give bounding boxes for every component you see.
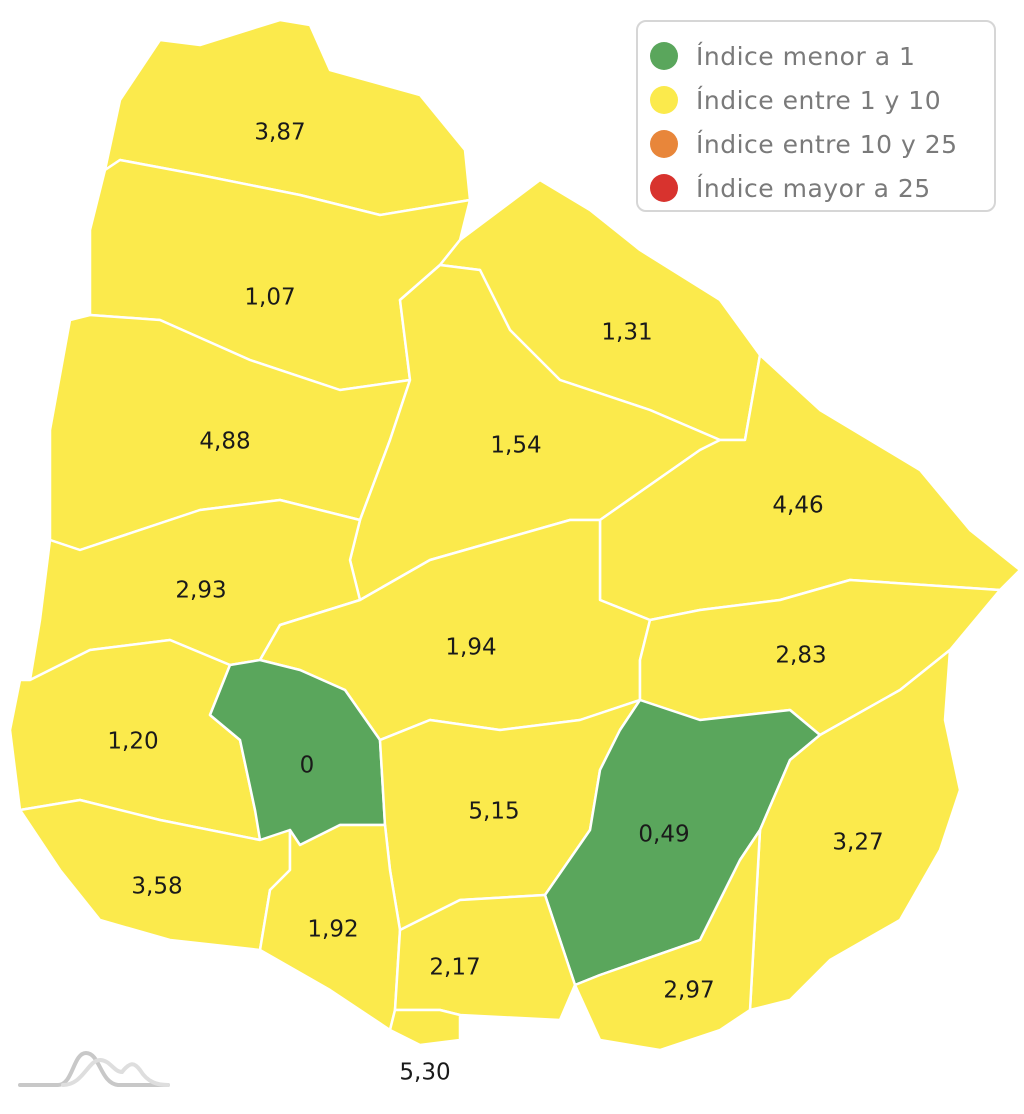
department-value-label: 4,46 [772,493,823,519]
legend-item-low: Índice menor a 1 [650,34,994,78]
legend-dot-icon [650,42,678,70]
department-region[interactable] [573,828,762,1052]
department-value-label: 3,27 [832,830,883,856]
legend-item-high: Índice entre 10 y 25 [650,122,994,166]
department-value-label: 5,15 [468,799,519,825]
legend-dot-icon [650,130,678,158]
legend-item-very-high: Índice mayor a 25 [650,166,994,210]
department-value-label: 2,93 [175,578,226,604]
legend-label: Índice entre 1 y 10 [696,85,942,115]
department-value-label: 0,49 [638,822,689,848]
department-region[interactable] [388,1008,462,1047]
legend-dot-icon [650,174,678,202]
department-value-label: 2,17 [429,955,480,981]
department-value-label: 1,54 [490,433,541,459]
department-value-label: 1,07 [244,285,295,311]
department-value-label: 5,30 [399,1060,450,1086]
legend-item-medium: Índice entre 1 y 10 [650,78,994,122]
legend-label: Índice mayor a 25 [696,173,931,203]
department-value-label: 3,87 [254,120,305,146]
department-value-label: 1,20 [107,729,158,755]
legend-dot-icon [650,86,678,114]
department-value-label: 2,97 [663,978,714,1004]
department-value-label: 0 [300,753,315,779]
department-value-label: 3,58 [131,874,182,900]
department-value-label: 4,88 [199,429,250,455]
department-value-label: 1,92 [307,917,358,943]
legend: Índice menor a 1 Índice entre 1 y 10 Índ… [636,20,996,212]
legend-label: Índice entre 10 y 25 [696,129,958,159]
department-value-label: 2,83 [775,643,826,669]
department-value-label: 1,31 [601,320,652,346]
mountain-waves-logo-icon [18,1050,170,1087]
department-value-label: 1,94 [445,635,496,661]
legend-label: Índice menor a 1 [696,41,916,71]
